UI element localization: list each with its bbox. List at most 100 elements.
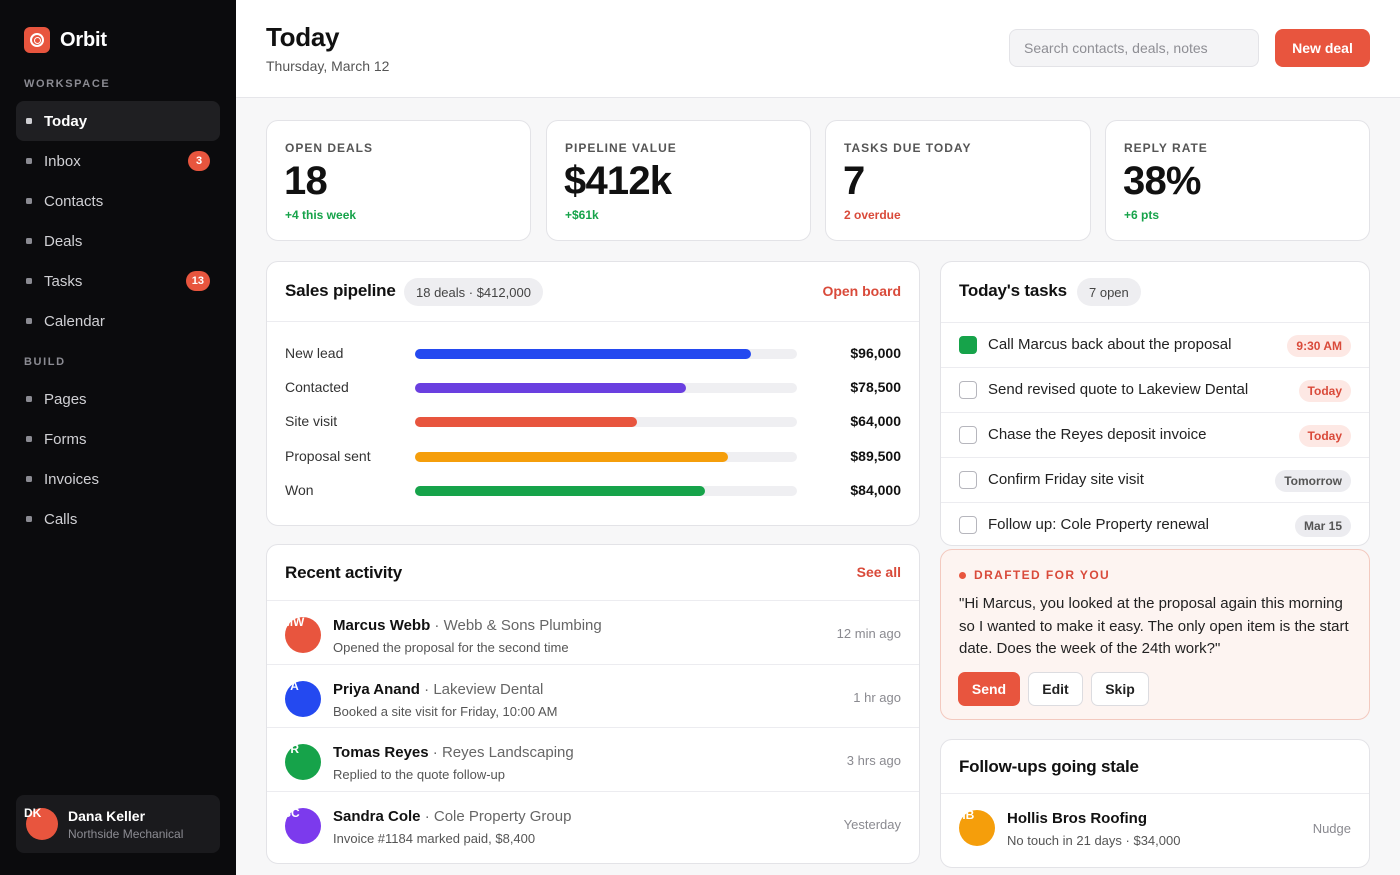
- app-name: Orbit: [60, 28, 107, 51]
- brand[interactable]: Orbit: [24, 27, 107, 53]
- avatar-initials: MW: [283, 615, 305, 629]
- stat-delta: +$61k: [565, 208, 599, 222]
- task-item[interactable]: Chase the Reyes deposit invoice Today: [941, 412, 1369, 457]
- nav-dot-icon: [26, 238, 32, 244]
- nav-dot-icon: [26, 198, 32, 204]
- open-board-link[interactable]: Open board: [822, 283, 901, 299]
- card-title: Follow-ups going stale: [959, 757, 1139, 776]
- stage-bar-track: [415, 383, 797, 393]
- sidebar-item-today[interactable]: Today: [16, 101, 220, 141]
- avatar-initials: HB: [957, 808, 975, 822]
- nav-dot-icon: [26, 318, 32, 324]
- contact-org: Reyes Landscaping: [441, 744, 574, 761]
- task-due-tag: Tomorrow: [1275, 470, 1351, 492]
- edit-button[interactable]: Edit: [1028, 672, 1083, 706]
- activity-detail: Invoice #1184 marked paid, $8,400: [333, 831, 536, 846]
- activity-item[interactable]: PA Priya Anand · Lakeview Dental Booked …: [267, 664, 919, 727]
- new-deal-button[interactable]: New deal: [1275, 29, 1370, 67]
- activity-item[interactable]: MW Marcus Webb · Webb & Sons Plumbing Op…: [267, 600, 919, 663]
- stat-value: 38%: [1123, 159, 1201, 203]
- user-name: Dana Keller: [68, 807, 146, 824]
- stage-bar-fill: [415, 486, 706, 496]
- sidebar-item-calendar[interactable]: Calendar: [16, 301, 220, 341]
- pipeline-stage-row[interactable]: New lead $96,000: [285, 343, 901, 363]
- user-card[interactable]: DK Dana Keller Northside Mechanical: [16, 795, 220, 853]
- pipeline-stage-row[interactable]: Proposal sent $89,500: [285, 446, 901, 466]
- task-checkbox[interactable]: [959, 426, 977, 444]
- draft-label: DRAFTED FOR YOU: [959, 568, 1110, 582]
- activity-detail: Replied to the quote follow-up: [333, 767, 506, 782]
- recent-activity-card: Recent activity See all MW Marcus Webb ·…: [266, 544, 920, 864]
- sidebar-item-pages[interactable]: Pages: [16, 379, 220, 419]
- draft-label-text: DRAFTED FOR YOU: [974, 568, 1111, 582]
- stat-delta: +4 this week: [285, 208, 357, 222]
- avatar-initials: SC: [283, 806, 300, 820]
- sidebar-item-invoices[interactable]: Invoices: [16, 459, 220, 499]
- stat-card-tasks-due: TASKS DUE TODAY 7 2 overdue: [825, 120, 1091, 241]
- task-checkbox[interactable]: [959, 381, 977, 399]
- stat-value: 18: [284, 159, 328, 203]
- sidebar: Orbit WORKSPACE Today Inbox 3 Contacts D…: [0, 0, 236, 875]
- stat-delta: +6 pts: [1124, 208, 1160, 222]
- stage-bar-fill: [415, 452, 729, 462]
- pipeline-stage-row[interactable]: Site visit $64,000: [285, 411, 901, 431]
- pipeline-stage-row[interactable]: Won $84,000: [285, 480, 901, 500]
- avatar-initials: PA: [283, 679, 299, 693]
- tasks-open-pill: 7 open: [1077, 278, 1141, 306]
- stage-bar-fill: [415, 417, 637, 427]
- search-input[interactable]: [1009, 29, 1259, 67]
- draft-message: "Hi Marcus, you looked at the proposal a…: [959, 595, 1349, 657]
- pipeline-stage-row[interactable]: Contacted $78,500: [285, 377, 901, 397]
- skip-button[interactable]: Skip: [1091, 672, 1149, 706]
- nudge-button[interactable]: Nudge: [1312, 821, 1351, 836]
- pipeline-summary-pill: 18 deals · $412,000: [404, 278, 543, 306]
- stage-label: Won: [285, 482, 314, 498]
- task-text: Chase the Reyes deposit invoice: [988, 426, 1207, 443]
- task-item[interactable]: Call Marcus back about the proposal 9:30…: [941, 322, 1369, 367]
- stat-label: TASKS DUE TODAY: [844, 141, 972, 155]
- card-header: Today's tasks 7 open: [941, 262, 1369, 322]
- activity-detail: Opened the proposal for the second time: [333, 640, 569, 655]
- activity-time: 12 min ago: [836, 626, 901, 641]
- task-due-tag: Mar 15: [1294, 515, 1351, 537]
- contact-name: Marcus Webb: [333, 617, 431, 634]
- card-header: Recent activity See all: [267, 545, 919, 600]
- stage-bar-track: [415, 349, 797, 359]
- task-item[interactable]: Follow up: Cole Property renewal Mar 15: [941, 502, 1369, 547]
- sidebar-item-calls[interactable]: Calls: [16, 499, 220, 539]
- stage-amount: $78,500: [850, 379, 901, 395]
- send-button[interactable]: Send: [958, 672, 1020, 706]
- avatar: TR: [283, 742, 321, 780]
- sidebar-item-label: Contacts: [44, 192, 104, 210]
- nav-dot-icon: [26, 436, 32, 442]
- task-checkbox[interactable]: [959, 516, 977, 534]
- sidebar-item-tasks[interactable]: Tasks 13: [16, 261, 220, 301]
- sales-pipeline-card: Sales pipeline 18 deals · $412,000 Open …: [266, 261, 920, 526]
- task-item[interactable]: Send revised quote to Lakeview Dental To…: [941, 367, 1369, 412]
- task-checkbox[interactable]: [959, 471, 977, 489]
- stage-amount: $64,000: [850, 413, 901, 429]
- stat-delta: 2 overdue: [844, 208, 901, 222]
- activity-item[interactable]: TR Tomas Reyes · Reyes Landscaping Repli…: [267, 727, 919, 790]
- stage-amount: $96,000: [850, 345, 901, 361]
- user-org: Northside Mechanical: [68, 826, 184, 841]
- sidebar-item-inbox[interactable]: Inbox 3: [16, 141, 220, 181]
- stale-item[interactable]: HB Hollis Bros Roofing No touch in 21 da…: [941, 794, 1369, 857]
- task-due-tag: Today: [1298, 425, 1351, 447]
- card-header: Follow-ups going stale: [941, 740, 1369, 794]
- task-text: Send revised quote to Lakeview Dental: [988, 381, 1249, 398]
- nav-dot-icon: [26, 118, 32, 124]
- sidebar-item-forms[interactable]: Forms: [16, 419, 220, 459]
- avatar-initials: DK: [24, 806, 42, 820]
- see-all-link[interactable]: See all: [856, 564, 901, 580]
- contact-org: Webb & Sons Plumbing: [443, 617, 602, 634]
- contact-name: Hollis Bros Roofing: [1007, 810, 1147, 827]
- task-item[interactable]: Confirm Friday site visit Tomorrow: [941, 457, 1369, 502]
- orbit-logo-icon: [24, 27, 50, 53]
- stat-value: 7: [843, 159, 865, 203]
- sidebar-item-contacts[interactable]: Contacts: [16, 181, 220, 221]
- task-checkbox[interactable]: [959, 336, 977, 354]
- activity-time: 3 hrs ago: [846, 753, 901, 768]
- activity-item[interactable]: SC Sandra Cole · Cole Property Group Inv…: [267, 791, 919, 854]
- sidebar-item-deals[interactable]: Deals: [16, 221, 220, 261]
